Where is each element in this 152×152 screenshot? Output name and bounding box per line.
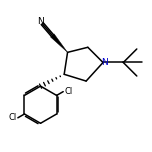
- Text: N: N: [37, 17, 44, 26]
- Text: Cl: Cl: [65, 87, 73, 96]
- Text: Cl: Cl: [8, 113, 17, 122]
- Polygon shape: [51, 34, 67, 52]
- Text: N: N: [101, 58, 108, 67]
